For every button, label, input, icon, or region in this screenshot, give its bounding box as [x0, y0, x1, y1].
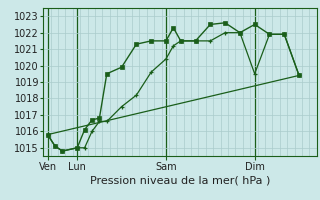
X-axis label: Pression niveau de la mer( hPa ): Pression niveau de la mer( hPa ) — [90, 176, 270, 186]
